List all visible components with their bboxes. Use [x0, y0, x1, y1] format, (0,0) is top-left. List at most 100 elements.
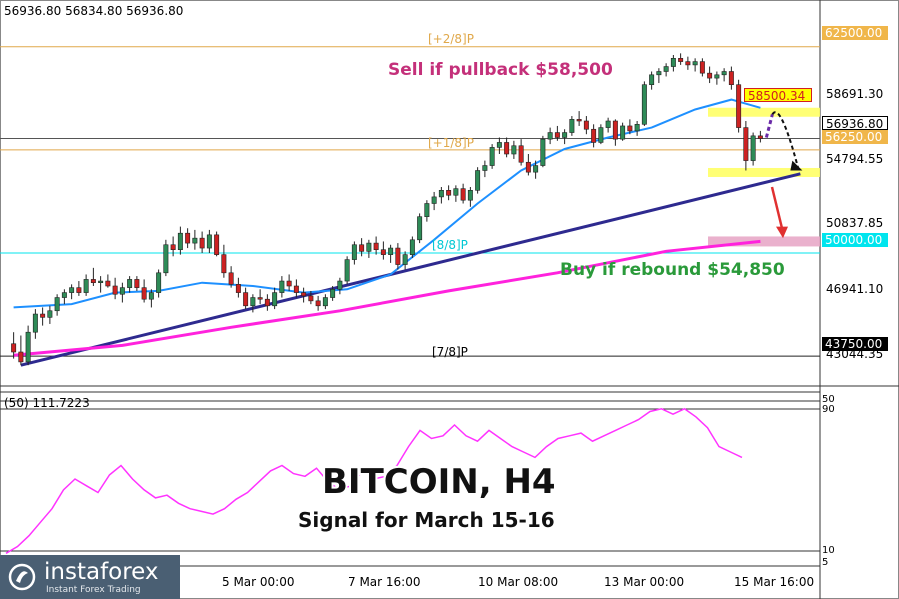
candle-body: [721, 71, 727, 76]
candle-body: [417, 216, 423, 241]
candle-body: [482, 165, 488, 171]
candle-body: [380, 249, 386, 255]
candle-body: [453, 188, 459, 196]
candle-body: [620, 125, 626, 140]
candle-body: [670, 57, 676, 67]
candle-body: [156, 272, 162, 293]
candle-body: [707, 72, 713, 79]
buy-signal-note: Buy if rebound $54,850: [560, 260, 785, 280]
indicator-label: (50) 111.7223: [4, 396, 90, 410]
candle-body: [402, 254, 408, 265]
candle-body: [308, 295, 314, 302]
candle-body: [90, 279, 96, 283]
candle-body: [438, 190, 444, 198]
candle-body: [279, 280, 285, 293]
candle-body: [598, 127, 604, 143]
murray-label-8of8: [8/8]P: [432, 238, 468, 252]
candle-body: [199, 237, 205, 249]
candle-body: [134, 279, 140, 288]
candle-body: [235, 284, 241, 293]
candle-body: [460, 188, 466, 201]
candle-body: [206, 234, 212, 249]
candle-body: [750, 135, 756, 161]
candle-body: [569, 119, 575, 133]
candle-body: [83, 279, 89, 293]
drop-arrow: [771, 111, 800, 170]
candle-body: [612, 120, 618, 140]
candle-body: [141, 287, 147, 300]
candle-body: [18, 351, 24, 363]
candle-body: [127, 279, 133, 288]
target-arrow-head: [776, 226, 788, 239]
candle-body: [533, 165, 539, 173]
candle-body: [714, 74, 720, 79]
candle-body: [148, 292, 154, 300]
candle-body: [504, 142, 510, 155]
candle-body: [728, 71, 734, 85]
murray-label-plus2: [+2/8]P: [428, 32, 474, 46]
candle-body: [221, 254, 227, 274]
candle-body: [330, 288, 336, 298]
candle-body: [163, 244, 169, 274]
candle-body: [170, 244, 176, 250]
chart-title: BITCOIN, H4: [322, 462, 556, 502]
candle-body: [475, 170, 481, 191]
candle-body: [214, 234, 220, 255]
candle-body: [54, 297, 60, 312]
buy-zone-highlight: [708, 167, 820, 177]
candle-body: [518, 145, 524, 163]
candle-body: [119, 287, 125, 295]
candle-body: [489, 147, 495, 166]
candle-body: [743, 127, 749, 161]
candle-body: [264, 298, 270, 307]
candle-body: [685, 61, 691, 66]
candle-body: [591, 128, 597, 143]
candle-body: [61, 292, 67, 298]
candle-body: [322, 297, 328, 307]
price-box-43750: 43750.00: [822, 337, 888, 351]
candle-body: [525, 161, 531, 173]
candle-body: [315, 300, 321, 307]
candle-body: [32, 313, 38, 333]
candle-body: [663, 66, 669, 72]
candle-body: [467, 190, 473, 201]
candle-body: [293, 285, 299, 293]
candle-body: [431, 196, 437, 204]
candle-body: [395, 247, 401, 265]
candle-body: [641, 84, 647, 125]
time-tick: 10 Mar 08:00: [478, 575, 559, 589]
candle-body: [678, 57, 684, 62]
candle-body: [192, 237, 198, 244]
chart-subtitle: Signal for March 15-16: [298, 508, 555, 532]
price-tick: 54794.55: [826, 152, 884, 166]
target-zone-highlight: [708, 236, 820, 247]
candle-body: [540, 138, 546, 166]
indicator-scale-top: 50: [822, 394, 835, 405]
price-tick: 58691.30: [826, 87, 884, 101]
candle-body: [699, 61, 705, 74]
candle-body: [634, 124, 640, 132]
candle-body: [373, 242, 379, 251]
candle-body: [627, 125, 633, 132]
candle-body: [11, 343, 17, 353]
indicator-scale-mid: 90: [822, 404, 835, 415]
candle-body: [496, 142, 502, 148]
candle-body: [757, 135, 763, 139]
brand-tagline: Instant Forex Trading: [46, 585, 141, 595]
candle-body: [243, 292, 249, 307]
time-tick: 13 Mar 00:00: [604, 575, 685, 589]
instaforex-logo-icon: [8, 563, 36, 591]
candle-body: [511, 145, 517, 155]
drop-arrow-head: [790, 160, 803, 171]
candle-body: [98, 280, 104, 283]
price-tick: 46941.10: [826, 282, 884, 296]
candle-body: [301, 292, 307, 297]
candle-body: [228, 272, 234, 285]
candle-body: [388, 247, 394, 255]
price-box-62500: 62500.00: [822, 26, 888, 40]
time-tick: 5 Mar 00:00: [222, 575, 295, 589]
candle-body: [47, 310, 53, 318]
candle-body: [257, 297, 263, 300]
candle-body: [286, 280, 292, 287]
